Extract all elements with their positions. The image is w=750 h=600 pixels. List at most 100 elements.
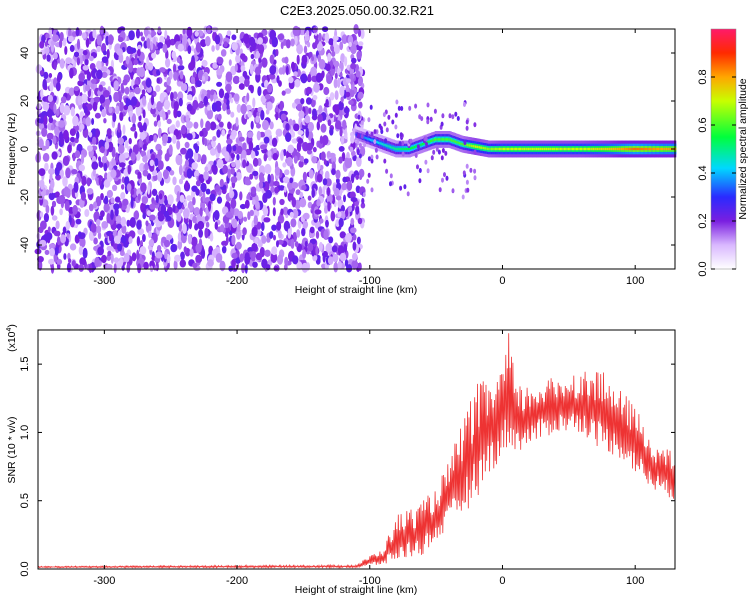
heatmap-noise-cell [261, 235, 267, 244]
heatmap-speck-cell [358, 143, 362, 148]
snr-y-tick-label: 1.0 [19, 425, 31, 440]
heatmap-noise-cell [56, 162, 63, 171]
heatmap-noise-cell [47, 226, 51, 233]
heatmap-signal-cell [624, 147, 628, 151]
heatmap-noise-cell [334, 90, 339, 101]
heatmap-noise-cell [228, 59, 232, 66]
heatmap-noise-cell [334, 106, 340, 116]
heatmap-signal-cell [389, 145, 393, 149]
heatmap-noise-cell [289, 177, 294, 184]
heatmap-noise-cell [113, 91, 119, 103]
heatmap-signal-cell [557, 147, 560, 151]
heatmap-noise-cell [149, 203, 156, 210]
heatmap-signal-cell [651, 147, 654, 151]
heatmap-signal-cell [412, 146, 415, 149]
heatmap-noise-cell [299, 197, 307, 208]
heatmap-signal-cell [500, 147, 503, 151]
heatmap-noise-cell [38, 226, 44, 234]
heatmap-noise-cell [128, 110, 133, 118]
heatmap-noise-cell [87, 145, 93, 152]
heatmap-speck-cell [420, 116, 424, 122]
heatmap-noise-cell [65, 220, 71, 231]
heatmap-noise-cell [54, 126, 60, 136]
heatmap-signal-cell [533, 147, 536, 151]
heatmap-noise-cell [284, 169, 290, 176]
heatmap-noise-cell [205, 221, 210, 228]
heatmap-noise-cell [257, 37, 264, 45]
heatmap-noise-cell [201, 75, 205, 82]
heatmap-noise-cell [325, 243, 333, 254]
heatmap-noise-cell [194, 223, 199, 231]
heatmap-noise-cell [170, 91, 174, 102]
heatmap-noise-cell [345, 84, 350, 93]
heatmap-noise-cell [73, 51, 80, 58]
heatmap-noise-cell [158, 127, 162, 139]
heatmap-speck-cell [424, 159, 428, 165]
heatmap-noise-cell [318, 41, 323, 52]
heatmap-noise-cell [324, 170, 330, 181]
heatmap-speck-cell [378, 123, 382, 129]
heatmap-noise-cell [157, 120, 162, 128]
heatmap-noise-cell [116, 128, 122, 139]
heatmap-noise-cell [234, 158, 241, 170]
heatmap-noise-cell [216, 196, 223, 204]
heatmap-signal-cell [388, 145, 391, 148]
heatmap-noise-cell [76, 131, 80, 140]
heatmap-signal-cell [656, 147, 659, 151]
heatmap-noise-cell [135, 28, 141, 39]
heatmap-noise-cell [216, 129, 221, 138]
heatmap-noise-cell [348, 205, 353, 212]
heatmap-noise-cell [133, 59, 139, 66]
heatmap-noise-cell [236, 103, 242, 113]
heatmap-noise-cell [52, 135, 57, 145]
heatmap-noise-cell [211, 102, 217, 112]
heatmap-noise-cell [210, 139, 216, 148]
snr-multiplier: (x104) [6, 324, 18, 352]
heatmap-noise-cell [314, 209, 322, 215]
heatmap-noise-cell [103, 202, 110, 213]
heatmap-speck-cell [463, 140, 467, 146]
heatmap-signal-cell [470, 144, 474, 148]
heatmap-signal-cell [523, 147, 527, 151]
heatmap-noise-cell [139, 124, 144, 133]
heatmap-noise-cell [168, 144, 173, 155]
heatmap-noise-cell [289, 211, 294, 218]
heatmap-noise-cell [312, 26, 318, 33]
heatmap-speck-cell [360, 133, 364, 139]
heatmap-signal-cell [443, 138, 446, 141]
heatmap-signal-cell [658, 147, 661, 151]
heatmap-noise-cell [227, 121, 232, 130]
heatmap-signal-cell [485, 147, 488, 150]
heatmap-noise-cell [96, 45, 101, 53]
heatmap-signal-cell [570, 147, 573, 151]
heatmap-signal-cell [498, 147, 502, 151]
heatmap-noise-cell [80, 154, 85, 164]
heatmap-noise-cell [130, 189, 135, 196]
heatmap-noise-cell [96, 218, 101, 226]
heatmap-signal-cell [636, 147, 640, 151]
heatmap-noise-cell [312, 94, 318, 101]
heatmap-noise-cell [52, 34, 59, 42]
heatmap-noise-cell [178, 178, 184, 185]
heatmap-speck-cell [451, 188, 455, 194]
heatmap-signal-cell [565, 147, 568, 151]
heatmap-noise-cell [248, 141, 254, 151]
heatmap-signal-cell [529, 147, 532, 151]
heatmap-noise-cell [103, 163, 108, 172]
heatmap-noise-cell [85, 84, 90, 92]
heatmap-noise-cell [350, 197, 358, 203]
heatmap-noise-cell [299, 191, 304, 199]
heatmap-noise-cell [110, 253, 114, 264]
heatmap-noise-cell [58, 39, 63, 48]
heatmap-noise-cell [140, 36, 146, 42]
heatmap-noise-cell [193, 121, 199, 129]
heatmap-noise-cell [82, 117, 87, 125]
heatmap-noise-cell [164, 198, 168, 206]
heatmap-noise-cell [333, 78, 338, 89]
snr-x-tick-label: 100 [626, 575, 644, 587]
heatmap-noise-cell [334, 72, 338, 80]
heatmap-signal-cell [413, 145, 417, 149]
heatmap-noise-cell [204, 166, 209, 172]
heatmap-noise-cell [350, 62, 357, 70]
heatmap-speck-cell [391, 119, 395, 125]
